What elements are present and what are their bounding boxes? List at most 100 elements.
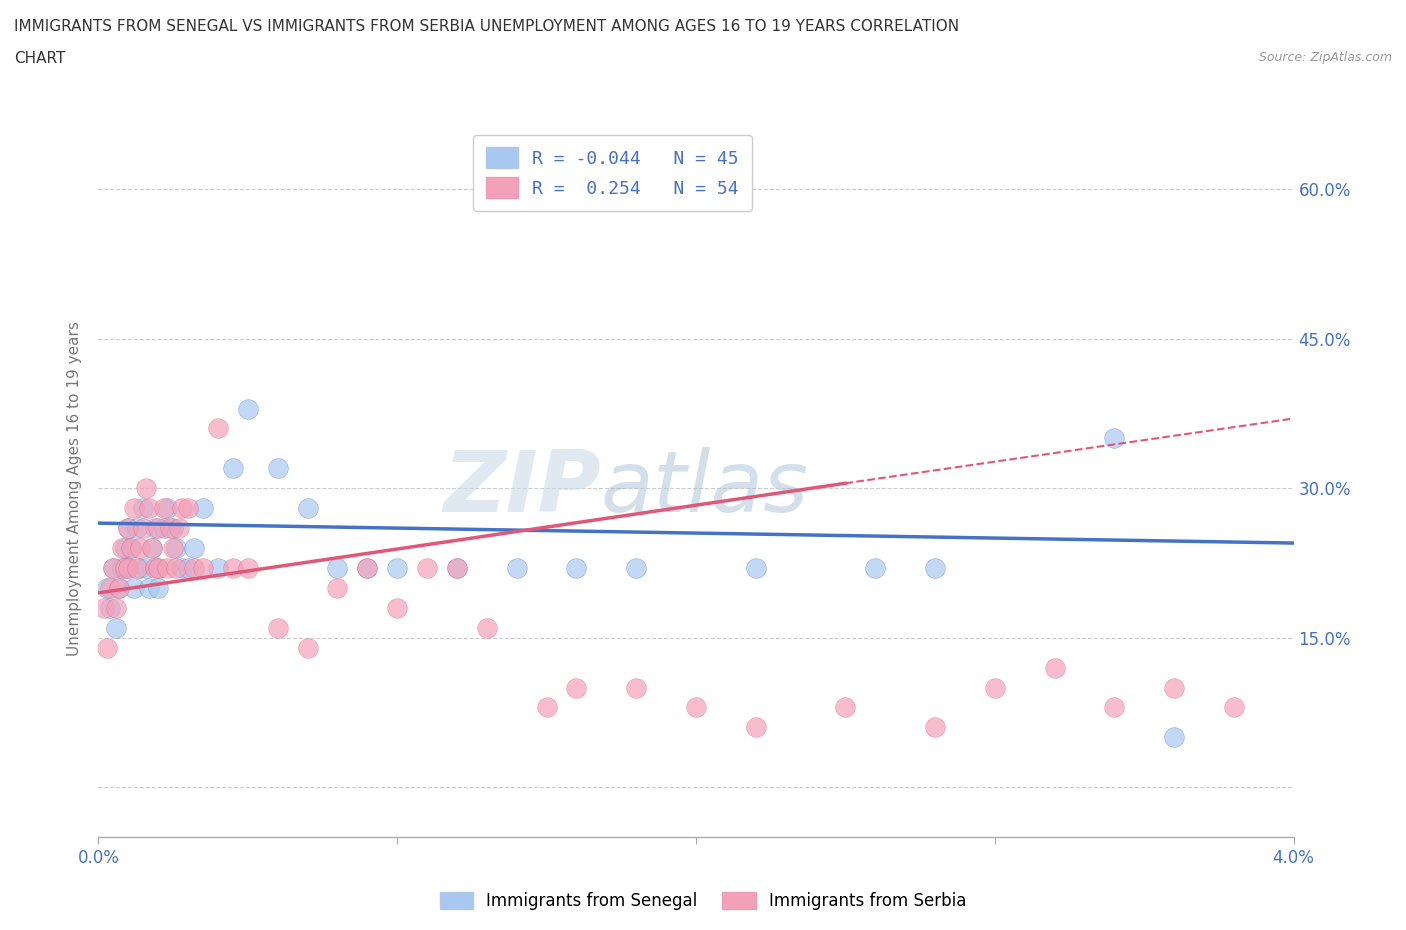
- Point: [222, 461, 245, 476]
- Text: Source: ZipAtlas.com: Source: ZipAtlas.com: [1258, 51, 1392, 64]
- Legend: Immigrants from Senegal, Immigrants from Serbia: Immigrants from Senegal, Immigrants from…: [433, 885, 973, 917]
- Point: [834, 700, 856, 715]
- Point: [114, 561, 136, 576]
- Point: [385, 561, 409, 576]
- Point: [93, 601, 115, 616]
- Point: [685, 700, 707, 715]
- Point: [624, 561, 647, 576]
- Point: [124, 580, 146, 595]
- Point: [924, 561, 946, 576]
- Point: [159, 521, 181, 536]
- Point: [162, 540, 184, 555]
- Text: atlas: atlas: [600, 446, 808, 530]
- Point: [111, 561, 134, 576]
- Point: [127, 521, 149, 536]
- Point: [129, 540, 152, 555]
- Point: [183, 561, 205, 576]
- Point: [108, 580, 131, 595]
- Point: [143, 521, 166, 536]
- Point: [446, 561, 468, 576]
- Point: [148, 521, 170, 536]
- Point: [1163, 680, 1185, 695]
- Point: [183, 540, 205, 555]
- Point: [177, 500, 200, 515]
- Point: [536, 700, 558, 715]
- Point: [148, 561, 170, 576]
- Point: [98, 601, 122, 616]
- Point: [132, 521, 155, 536]
- Point: [1102, 431, 1125, 445]
- Point: [127, 561, 149, 576]
- Point: [148, 580, 170, 595]
- Point: [172, 561, 194, 576]
- Point: [191, 500, 214, 515]
- Point: [983, 680, 1005, 695]
- Point: [745, 720, 768, 735]
- Point: [207, 421, 229, 436]
- Point: [153, 500, 176, 515]
- Point: [156, 500, 179, 515]
- Point: [141, 540, 163, 555]
- Point: [141, 540, 163, 555]
- Point: [1163, 730, 1185, 745]
- Point: [267, 620, 290, 635]
- Point: [236, 561, 259, 576]
- Text: CHART: CHART: [14, 51, 66, 66]
- Point: [135, 561, 157, 576]
- Point: [162, 521, 184, 536]
- Point: [326, 580, 349, 595]
- Point: [236, 401, 259, 416]
- Point: [191, 561, 214, 576]
- Point: [148, 561, 170, 576]
- Point: [117, 561, 139, 576]
- Point: [114, 540, 136, 555]
- Point: [153, 521, 176, 536]
- Point: [385, 601, 409, 616]
- Point: [165, 561, 187, 576]
- Point: [177, 561, 200, 576]
- Point: [117, 561, 139, 576]
- Legend: R = -0.044   N = 45, R =  0.254   N = 54: R = -0.044 N = 45, R = 0.254 N = 54: [472, 135, 752, 210]
- Point: [132, 500, 155, 515]
- Point: [120, 540, 142, 555]
- Point: [105, 620, 128, 635]
- Point: [297, 500, 319, 515]
- Point: [745, 561, 768, 576]
- Point: [356, 561, 378, 576]
- Point: [624, 680, 647, 695]
- Point: [138, 500, 160, 515]
- Point: [117, 521, 139, 536]
- Point: [167, 521, 190, 536]
- Point: [103, 561, 125, 576]
- Text: IMMIGRANTS FROM SENEGAL VS IMMIGRANTS FROM SERBIA UNEMPLOYMENT AMONG AGES 16 TO : IMMIGRANTS FROM SENEGAL VS IMMIGRANTS FR…: [14, 19, 959, 33]
- Point: [120, 540, 142, 555]
- Point: [356, 561, 378, 576]
- Point: [108, 580, 131, 595]
- Y-axis label: Unemployment Among Ages 16 to 19 years: Unemployment Among Ages 16 to 19 years: [67, 321, 83, 656]
- Point: [297, 640, 319, 655]
- Point: [143, 561, 166, 576]
- Point: [172, 500, 194, 515]
- Point: [165, 540, 187, 555]
- Text: ZIP: ZIP: [443, 446, 600, 530]
- Point: [207, 561, 229, 576]
- Point: [111, 540, 134, 555]
- Point: [1102, 700, 1125, 715]
- Point: [117, 521, 139, 536]
- Point: [138, 580, 160, 595]
- Point: [129, 561, 152, 576]
- Point: [98, 580, 122, 595]
- Point: [96, 640, 118, 655]
- Point: [924, 720, 946, 735]
- Point: [96, 580, 118, 595]
- Point: [565, 561, 588, 576]
- Point: [475, 620, 498, 635]
- Point: [267, 461, 290, 476]
- Point: [135, 481, 157, 496]
- Point: [222, 561, 245, 576]
- Point: [124, 500, 146, 515]
- Point: [156, 561, 179, 576]
- Point: [1222, 700, 1246, 715]
- Point: [446, 561, 468, 576]
- Point: [105, 601, 128, 616]
